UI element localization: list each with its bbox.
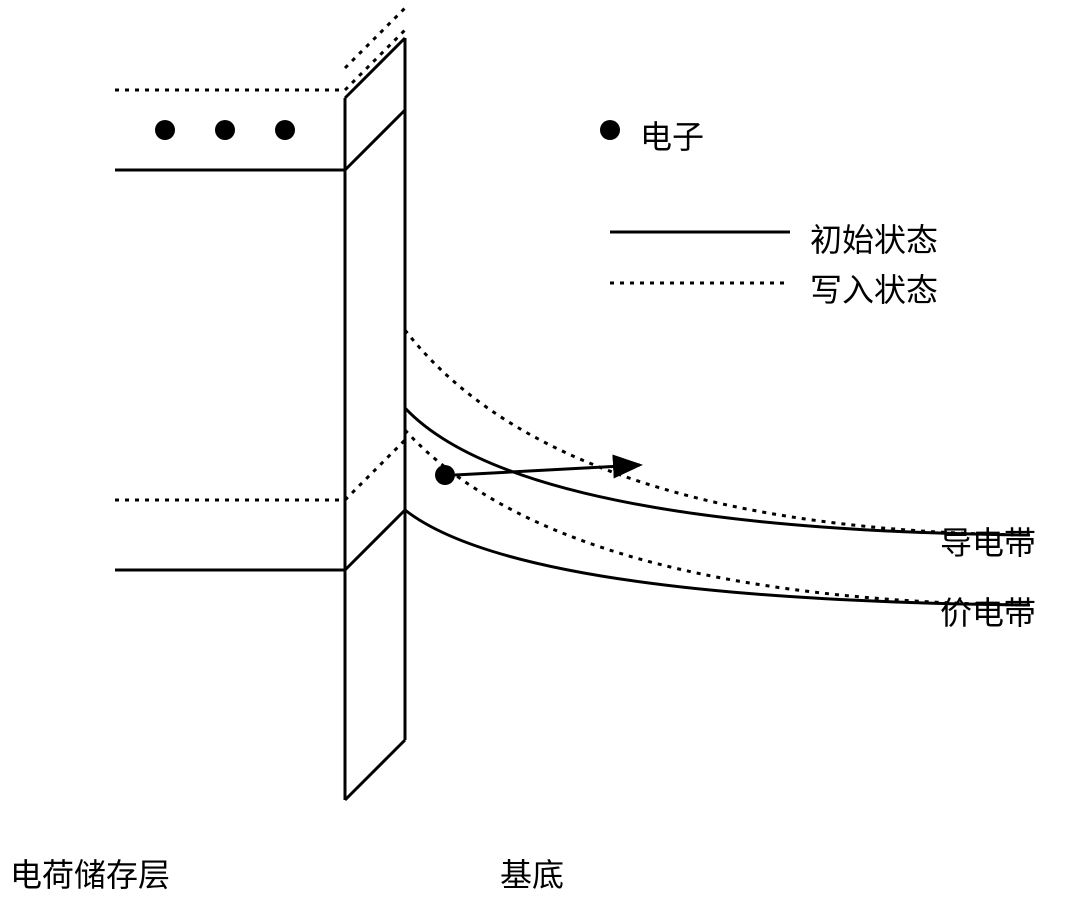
- legend-lines: [610, 232, 790, 283]
- left-bands: [115, 90, 345, 570]
- label-valence-band: 价电带: [940, 588, 1036, 634]
- label-written-state: 写入状态: [810, 265, 938, 311]
- label-electron: 电子: [640, 112, 704, 158]
- barrier-band-connectors: [345, 30, 405, 570]
- barrier-region: [345, 8, 405, 800]
- right-bands: [405, 330, 1030, 605]
- electrons-stored: [155, 120, 295, 140]
- diagram-container: 电子 初始状态 写入状态 导电带 价电带 电荷储存层 基底: [0, 0, 1077, 909]
- label-conduction-band: 导电带: [940, 518, 1036, 564]
- label-charge-storage-layer: 电荷储存层: [10, 850, 170, 896]
- label-initial-state: 初始状态: [810, 215, 938, 261]
- label-substrate: 基底: [500, 850, 564, 896]
- band-diagram-svg: [0, 0, 1077, 909]
- legend-electron-dot: [600, 120, 620, 140]
